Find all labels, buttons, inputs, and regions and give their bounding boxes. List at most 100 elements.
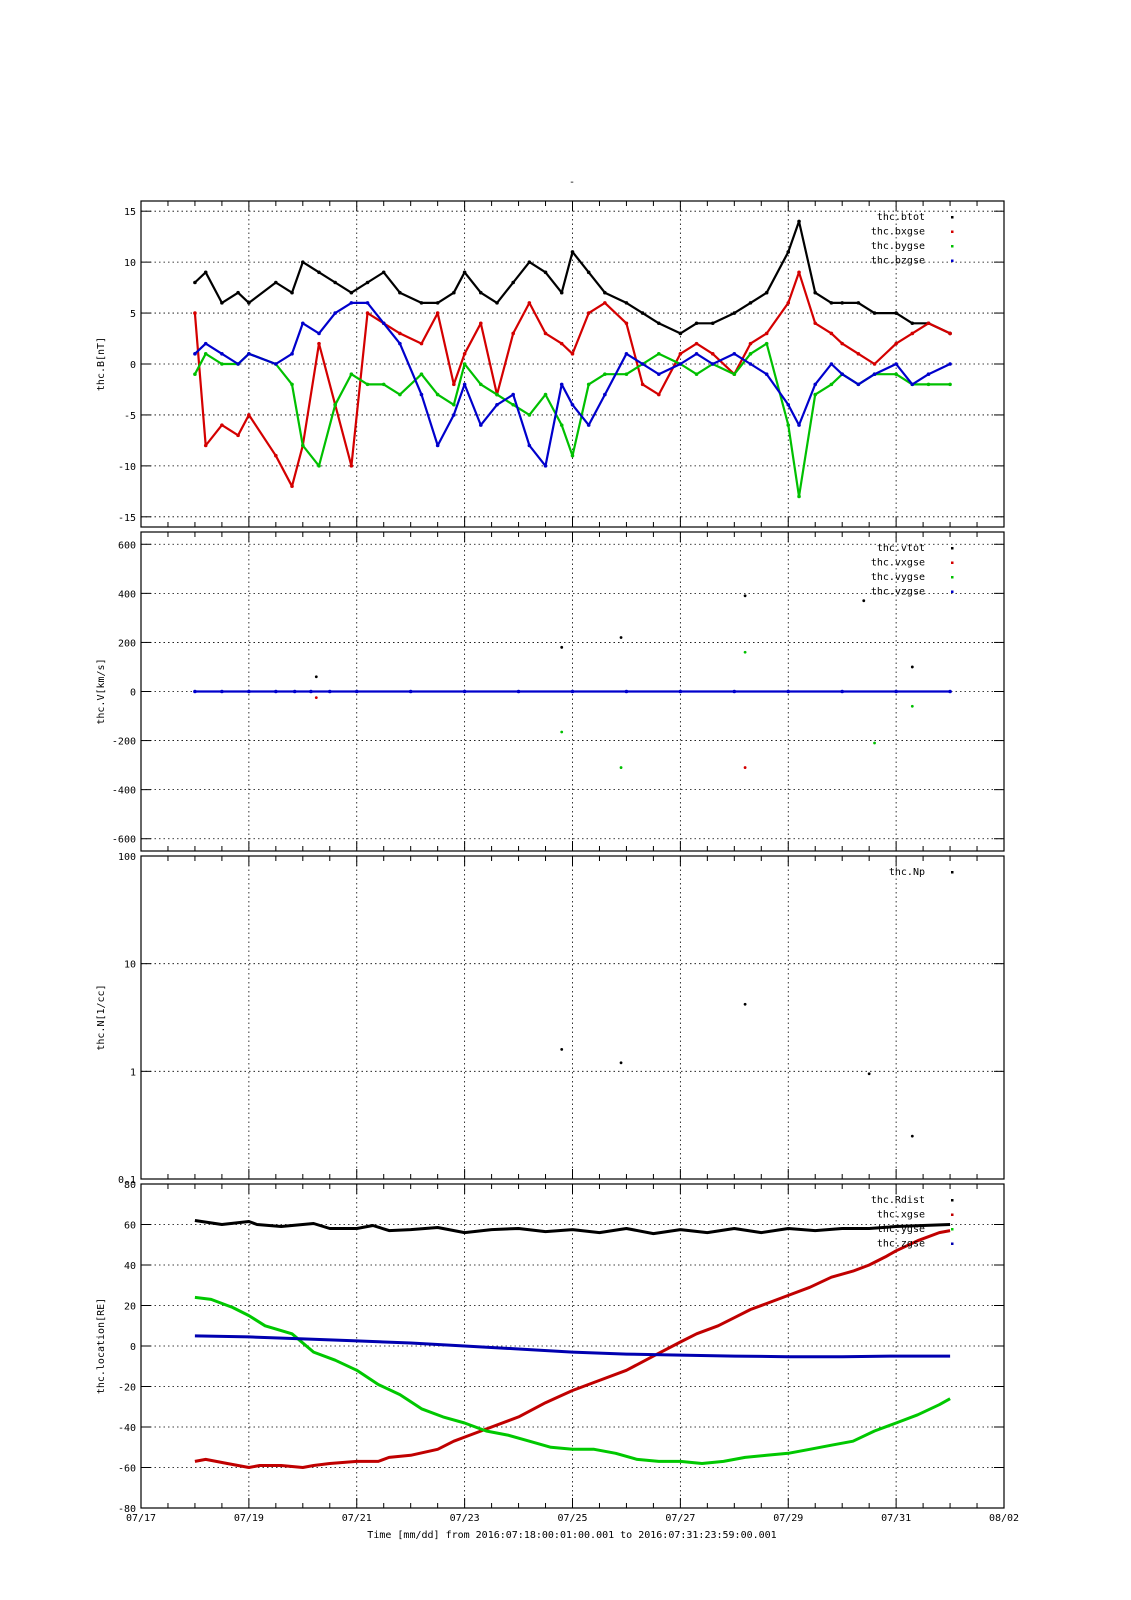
- data-point: [657, 372, 661, 376]
- data-point: [694, 341, 699, 346]
- data-point: [694, 372, 699, 376]
- series-group: [194, 1219, 951, 1469]
- data-point: [797, 270, 801, 275]
- data-point: [926, 321, 931, 326]
- data-point: [462, 382, 467, 387]
- data-point: [748, 301, 753, 305]
- y-tick-label: 20: [124, 1302, 136, 1313]
- data-point: [570, 402, 575, 407]
- data-point: [462, 352, 467, 356]
- y-tick-label: -60: [118, 1464, 136, 1475]
- data-point: [419, 301, 424, 305]
- data-point: [292, 689, 297, 694]
- data-point: [603, 290, 607, 295]
- data-point: [408, 689, 413, 694]
- data-point: [419, 341, 424, 346]
- data-point: [743, 594, 747, 598]
- data-point: [894, 311, 898, 315]
- page-title: -: [569, 177, 575, 188]
- x-tick-label: 07/29: [773, 1513, 803, 1524]
- data-point: [694, 321, 699, 326]
- data-point: [657, 392, 661, 397]
- data-point: [678, 362, 683, 366]
- data-point: [559, 382, 564, 387]
- series-group: [193, 594, 952, 769]
- data-point: [560, 730, 564, 734]
- data-point: [479, 321, 483, 326]
- data-point: [894, 689, 898, 694]
- y-axis-label: thc.location[RE]: [96, 1298, 107, 1394]
- series-line-thc.ygse: [194, 1295, 951, 1465]
- data-point: [327, 689, 332, 694]
- data-point: [301, 321, 305, 326]
- y-tick-label: 0: [130, 1342, 136, 1353]
- data-point: [624, 321, 629, 326]
- data-point: [732, 352, 737, 356]
- data-point: [516, 689, 521, 694]
- data-point: [495, 392, 499, 397]
- data-point: [559, 423, 564, 427]
- data-point: [349, 372, 354, 376]
- data-point: [462, 689, 467, 694]
- data-point: [894, 362, 898, 366]
- series-line-thc.zgse: [194, 1334, 951, 1359]
- x-tick-label: 07/17: [126, 1513, 156, 1524]
- data-point: [678, 331, 683, 336]
- legend-marker: [951, 1199, 954, 1202]
- data-point: [624, 352, 629, 356]
- legend-entry-label: thc.Rdist: [871, 1195, 925, 1206]
- data-point: [435, 301, 440, 305]
- legend-marker: [951, 259, 954, 262]
- x-tick-label: 08/02: [989, 1513, 1019, 1524]
- data-point: [247, 689, 251, 694]
- y-tick-label: -5: [124, 411, 136, 422]
- data-point: [220, 689, 224, 694]
- data-point: [203, 341, 208, 346]
- data-point: [840, 372, 844, 376]
- data-point: [619, 766, 623, 769]
- data-point: [570, 689, 575, 694]
- data-point: [236, 362, 240, 366]
- data-point: [786, 689, 791, 694]
- y-tick-label: 40: [124, 1261, 136, 1272]
- data-point: [193, 280, 197, 285]
- data-point: [624, 689, 629, 694]
- data-point: [797, 423, 801, 427]
- data-point: [381, 270, 386, 275]
- data-point: [948, 382, 952, 387]
- data-point: [872, 372, 877, 376]
- data-point: [748, 341, 753, 346]
- y-tick-label: -15: [118, 513, 136, 524]
- legend-entry-label: thc.xgse: [877, 1210, 925, 1221]
- x-tick-label: 07/21: [342, 1513, 372, 1524]
- data-point: [910, 382, 915, 387]
- legend-marker: [951, 216, 954, 219]
- data-point: [748, 352, 753, 356]
- y-tick-label: -200: [112, 737, 136, 748]
- data-point: [910, 321, 915, 326]
- data-point: [910, 665, 914, 669]
- data-point: [813, 290, 818, 295]
- data-point: [910, 331, 915, 336]
- data-point: [203, 270, 208, 275]
- legend-entry-label: thc.vtot: [877, 543, 925, 554]
- data-point: [290, 382, 294, 387]
- data-point: [290, 290, 294, 295]
- data-point: [797, 219, 801, 224]
- data-point: [290, 484, 294, 489]
- data-point: [829, 382, 834, 387]
- data-point: [274, 280, 278, 285]
- data-point: [435, 311, 440, 315]
- data-point: [619, 636, 623, 639]
- legend-entry-label: thc.bxgse: [871, 227, 925, 238]
- data-point: [894, 372, 898, 376]
- data-point: [236, 433, 240, 438]
- data-point: [462, 362, 467, 366]
- y-tick-label: 15: [124, 207, 136, 218]
- data-point: [398, 331, 402, 336]
- data-point: [543, 270, 548, 275]
- data-point: [527, 443, 532, 448]
- panel-1: -15 -10 -5 0 5 10 15 thc.B[nT] thc.btot thc.bxgse…: [96, 200, 1005, 528]
- data-point: [786, 250, 791, 254]
- legend-marker: [951, 1228, 954, 1231]
